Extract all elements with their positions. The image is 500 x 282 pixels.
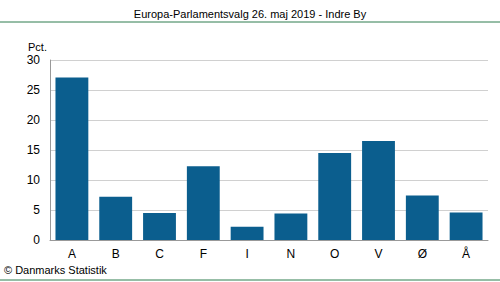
svg-text:30: 30 bbox=[27, 53, 41, 67]
svg-text:I: I bbox=[245, 247, 248, 261]
svg-text:© Danmarks Statistik: © Danmarks Statistik bbox=[4, 264, 107, 276]
svg-text:5: 5 bbox=[33, 203, 40, 217]
svg-text:N: N bbox=[287, 247, 296, 261]
svg-text:20: 20 bbox=[27, 113, 41, 127]
svg-text:15: 15 bbox=[27, 143, 41, 157]
svg-text:O: O bbox=[330, 247, 339, 261]
svg-text:B: B bbox=[112, 247, 120, 261]
svg-text:Å: Å bbox=[462, 246, 470, 261]
svg-text:Europa-Parlamentsvalg 26. maj: Europa-Parlamentsvalg 26. maj 2019 - Ind… bbox=[134, 8, 367, 20]
svg-text:Pct.: Pct. bbox=[28, 41, 47, 53]
svg-text:V: V bbox=[374, 247, 382, 261]
svg-text:Ø: Ø bbox=[418, 247, 427, 261]
svg-text:10: 10 bbox=[27, 173, 41, 187]
svg-text:F: F bbox=[200, 247, 207, 261]
svg-text:A: A bbox=[68, 247, 76, 261]
svg-text:0: 0 bbox=[33, 233, 40, 247]
svg-text:C: C bbox=[155, 247, 164, 261]
svg-text:25: 25 bbox=[27, 83, 41, 97]
